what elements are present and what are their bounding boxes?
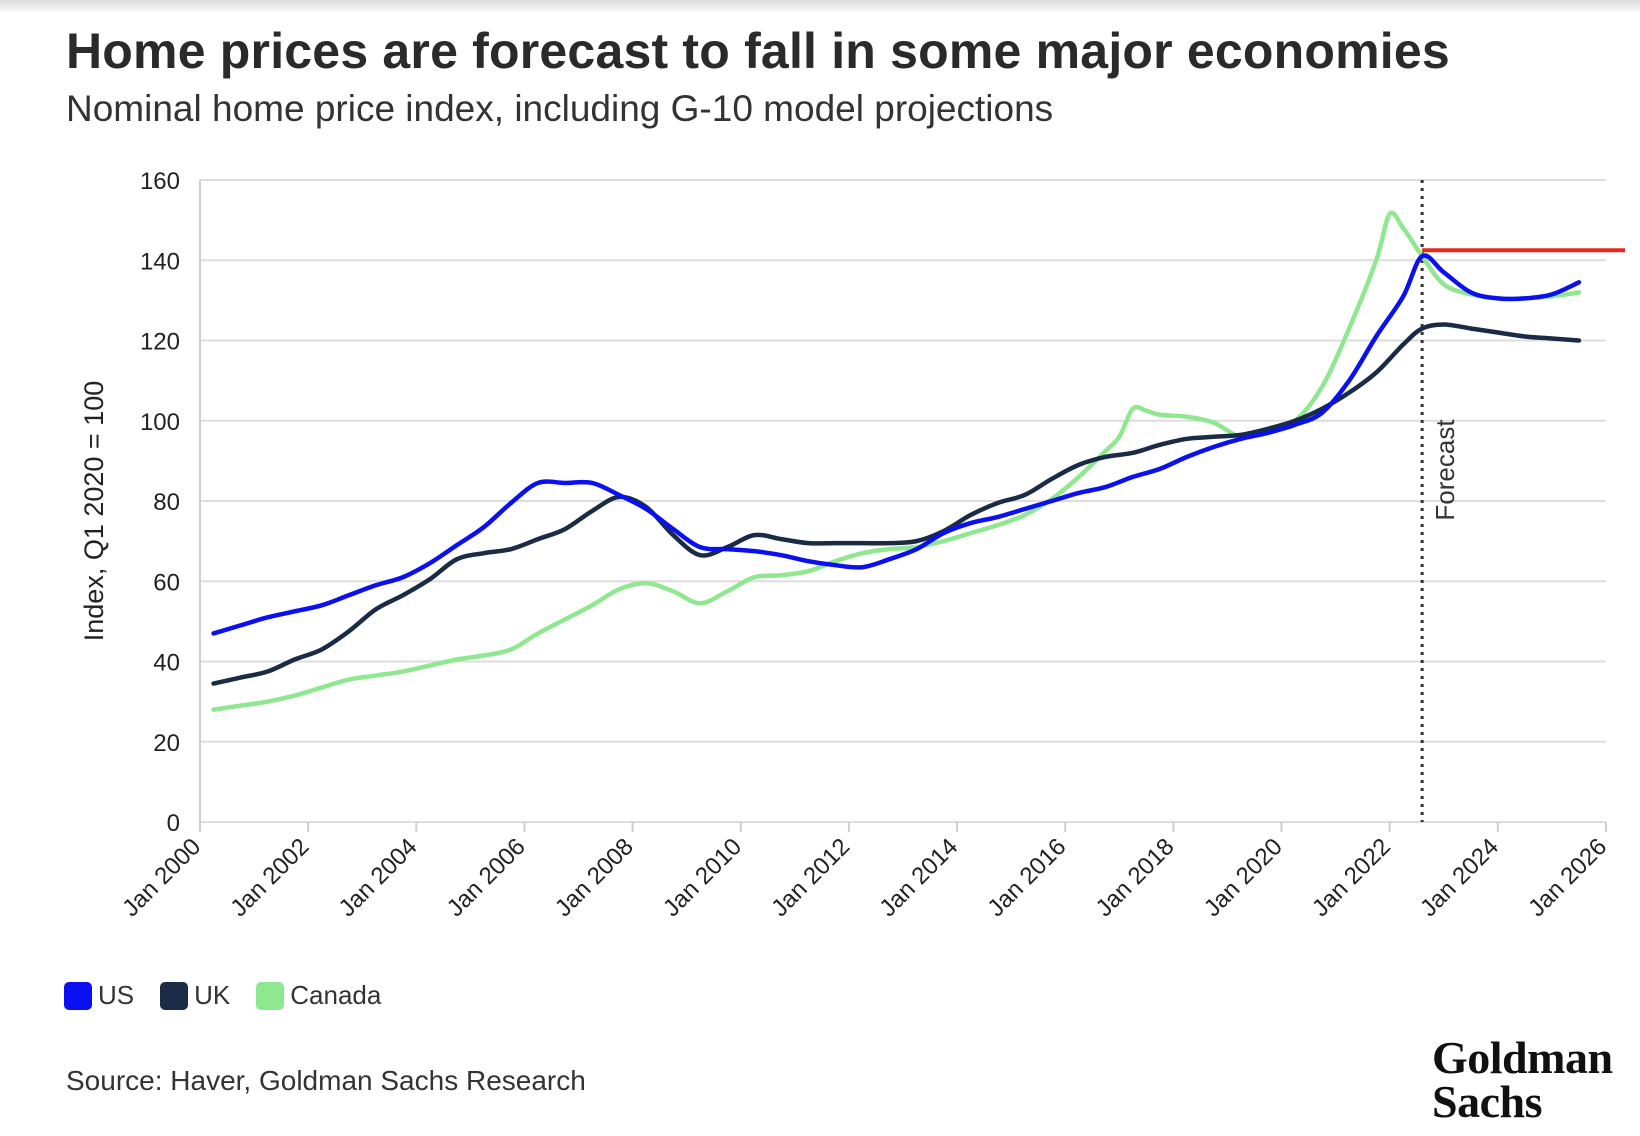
y-axis-title: Index, Q1 2020 = 100: [79, 381, 109, 641]
goldman-sachs-logo: Goldman Sachs: [1432, 1032, 1613, 1127]
legend-item-canada[interactable]: Canada: [256, 980, 381, 1011]
x-tick-label-2026: Jan 2026: [1523, 833, 1612, 922]
logo-line-2: Sachs: [1432, 1076, 1542, 1127]
series-line-uk: [211, 322, 1582, 686]
x-tick-label-2002: Jan 2002: [225, 833, 314, 922]
y-tick-label-80: 80: [153, 489, 180, 516]
source-note: Source: Haver, Goldman Sachs Research: [66, 1065, 586, 1096]
x-tick-label-2018: Jan 2018: [1091, 833, 1180, 922]
top-shade: [0, 0, 1640, 14]
x-tick-label-2020: Jan 2020: [1199, 833, 1288, 922]
y-tick-label-140: 140: [140, 248, 180, 275]
y-tick-label-160: 160: [140, 168, 180, 195]
legend-label-uk: UK: [194, 980, 231, 1010]
x-tick-label-2004: Jan 2004: [334, 833, 423, 922]
x-tick-label-2010: Jan 2010: [658, 833, 747, 922]
chart-subtitle: Nominal home price index, including G-10…: [66, 88, 1054, 129]
y-tick-label-20: 20: [153, 730, 180, 757]
x-tick-label-2006: Jan 2006: [442, 833, 531, 922]
legend-swatch-canada: [256, 981, 285, 1010]
legend-item-uk[interactable]: UK: [160, 980, 230, 1011]
legend-item-us[interactable]: US: [64, 980, 134, 1011]
y-tick-label-40: 40: [153, 650, 180, 677]
legend-label-canada: Canada: [290, 980, 382, 1010]
legend-swatch-us: [64, 981, 92, 1010]
x-tick-label-2014: Jan 2014: [874, 833, 963, 922]
x-tick-label-2008: Jan 2008: [550, 833, 639, 922]
x-tick-label-2016: Jan 2016: [983, 833, 1072, 922]
x-tick-label-2024: Jan 2024: [1415, 833, 1504, 922]
legend: US UK Canada: [64, 980, 381, 1011]
y-tick-label-100: 100: [140, 409, 180, 436]
chart-title: Home prices are forecast to fall in some…: [66, 23, 1450, 79]
x-tick-label-2012: Jan 2012: [766, 833, 855, 922]
logo-line-1: Goldman: [1432, 1032, 1613, 1083]
y-tick-label-60: 60: [153, 569, 180, 596]
x-tick-label-2000: Jan 2000: [117, 833, 206, 922]
y-tick-label-120: 120: [140, 329, 180, 356]
legend-label-us: US: [98, 980, 135, 1010]
series-line-canada: [211, 210, 1582, 712]
series-line-us: [211, 253, 1582, 636]
forecast-label: Forecast: [1430, 419, 1460, 521]
x-tick-label-2022: Jan 2022: [1307, 833, 1396, 922]
legend-swatch-uk: [160, 981, 189, 1010]
y-tick-label-0: 0: [167, 810, 180, 837]
